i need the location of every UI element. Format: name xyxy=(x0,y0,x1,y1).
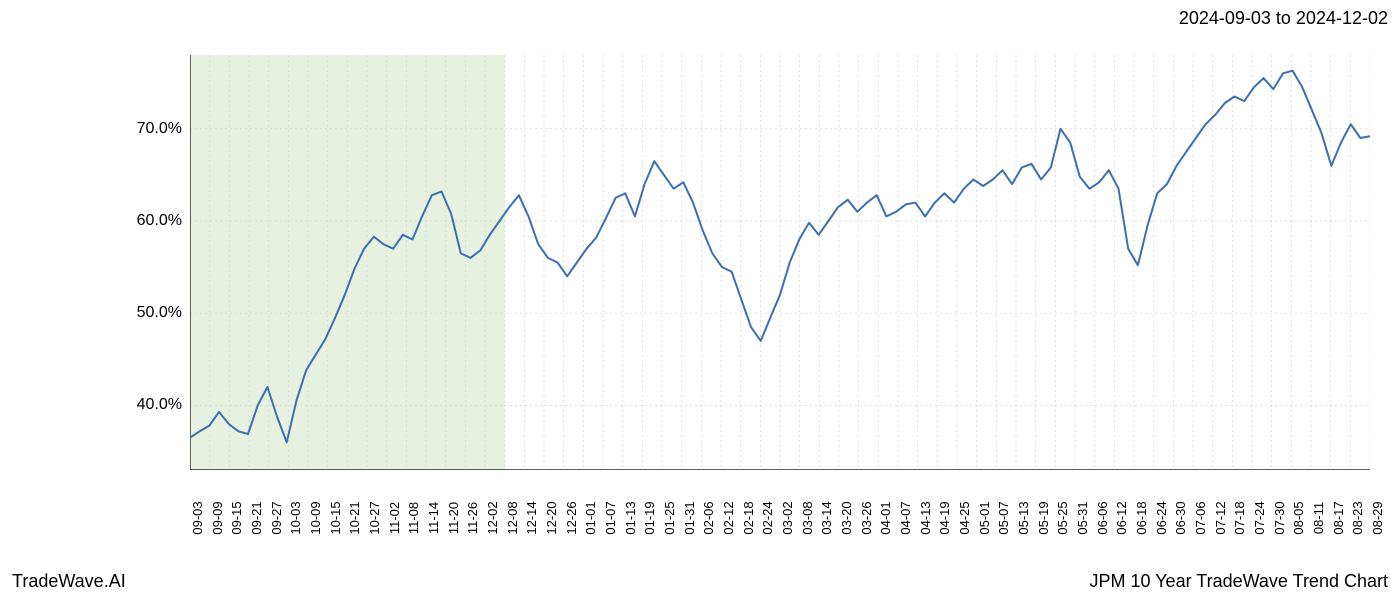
x-tick-label: 01-13 xyxy=(623,501,638,534)
date-range: 2024-09-03 to 2024-12-02 xyxy=(1179,8,1388,29)
x-tick-label: 02-06 xyxy=(701,501,716,534)
x-tick-label: 05-31 xyxy=(1075,501,1090,534)
chart-svg xyxy=(190,55,1370,470)
x-tick-label: 03-02 xyxy=(780,501,795,534)
x-tick-label: 09-27 xyxy=(269,501,284,534)
x-tick-label: 10-03 xyxy=(288,501,303,534)
x-tick-label: 06-24 xyxy=(1154,501,1169,534)
x-tick-label: 01-19 xyxy=(642,501,657,534)
x-tick-label: 10-15 xyxy=(328,501,343,534)
plot-area xyxy=(190,55,1370,470)
x-tick-label: 04-13 xyxy=(918,501,933,534)
x-tick-label: 08-17 xyxy=(1331,501,1346,534)
x-tick-label: 03-14 xyxy=(819,501,834,534)
y-tick-label: 60.0% xyxy=(122,212,182,230)
x-tick-label: 02-12 xyxy=(721,501,736,534)
x-tick-label: 04-07 xyxy=(898,501,913,534)
x-tick-label: 03-20 xyxy=(839,501,854,534)
x-tick-label: 05-01 xyxy=(977,501,992,534)
x-tick-label: 05-25 xyxy=(1055,501,1070,534)
x-tick-label: 12-26 xyxy=(564,501,579,534)
chart-container: 2024-09-03 to 2024-12-02 40.0% 50.0% 60.0%… xyxy=(0,0,1400,600)
x-tick-label: 11-08 xyxy=(406,502,421,534)
x-tick-label: 08-05 xyxy=(1291,501,1306,534)
x-tick-label: 04-01 xyxy=(878,501,893,534)
x-tick-label: 10-09 xyxy=(308,501,323,534)
x-tick-label: 12-08 xyxy=(505,501,520,534)
x-tick-label: 11-14 xyxy=(426,502,441,534)
x-tick-label: 01-07 xyxy=(603,501,618,534)
x-tick-label: 10-21 xyxy=(347,501,362,534)
x-tick-label: 01-31 xyxy=(682,501,697,534)
x-tick-label: 08-11 xyxy=(1311,502,1326,534)
brand-label: TradeWave.AI xyxy=(12,571,126,592)
x-tick-label: 09-09 xyxy=(210,501,225,534)
y-tick-label: 50.0% xyxy=(122,304,182,322)
x-tick-label: 04-25 xyxy=(957,501,972,534)
x-tick-label: 08-23 xyxy=(1350,501,1365,534)
x-tick-label: 11-26 xyxy=(465,502,480,534)
x-tick-label: 06-30 xyxy=(1173,501,1188,534)
x-tick-label: 05-13 xyxy=(1016,501,1031,534)
x-tick-label: 03-26 xyxy=(859,501,874,534)
x-tick-label: 02-24 xyxy=(760,501,775,534)
x-tick-label: 07-24 xyxy=(1252,501,1267,534)
x-tick-label: 03-08 xyxy=(800,501,815,534)
x-tick-label: 06-18 xyxy=(1134,501,1149,534)
chart-title: JPM 10 Year TradeWave Trend Chart xyxy=(1090,571,1389,592)
x-tick-label: 10-27 xyxy=(367,501,382,534)
x-tick-label: 09-15 xyxy=(229,501,244,534)
x-tick-label: 07-12 xyxy=(1213,501,1228,534)
x-tick-label: 05-07 xyxy=(996,501,1011,534)
x-tick-label: 07-30 xyxy=(1272,501,1287,534)
x-tick-label: 01-25 xyxy=(662,501,677,534)
y-tick-label: 40.0% xyxy=(122,396,182,414)
x-tick-label: 07-18 xyxy=(1232,501,1247,534)
x-tick-label: 02-18 xyxy=(741,501,756,534)
x-tick-label: 12-02 xyxy=(485,501,500,534)
x-tick-label: 12-14 xyxy=(524,501,539,534)
x-tick-label: 11-20 xyxy=(446,502,461,534)
x-tick-label: 12-20 xyxy=(544,501,559,534)
x-tick-label: 06-06 xyxy=(1095,501,1110,534)
y-tick-label: 70.0% xyxy=(122,120,182,138)
x-tick-label: 06-12 xyxy=(1114,501,1129,534)
x-tick-label: 05-19 xyxy=(1036,501,1051,534)
x-tick-label: 01-01 xyxy=(583,501,598,534)
x-tick-label: 09-03 xyxy=(190,501,205,534)
x-tick-label: 04-19 xyxy=(937,501,952,534)
x-tick-label: 09-21 xyxy=(249,501,264,534)
x-tick-label: 07-06 xyxy=(1193,501,1208,534)
x-tick-label: 08-29 xyxy=(1370,501,1385,534)
x-tick-label: 11-02 xyxy=(387,502,402,534)
